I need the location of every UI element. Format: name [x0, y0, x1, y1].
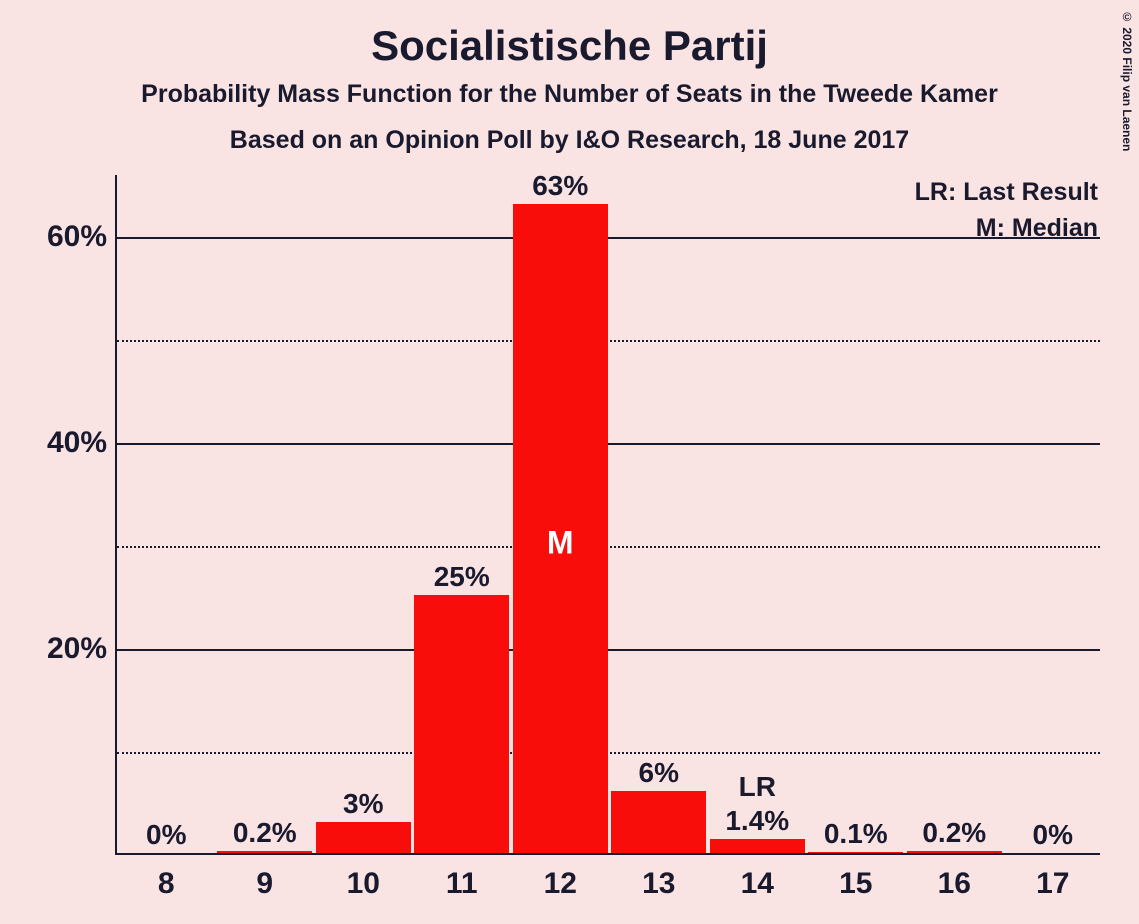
- bar-value-label: 0%: [1033, 819, 1073, 851]
- median-label: M: [547, 525, 574, 562]
- gridline-minor: [117, 546, 1100, 548]
- bar: [316, 822, 411, 853]
- gridline-major: [117, 237, 1100, 239]
- x-axis-tick-label: 16: [938, 853, 971, 901]
- gridline-major: [117, 649, 1100, 651]
- x-axis-tick-label: 15: [839, 853, 872, 901]
- legend-last-result: LR: Last Result: [915, 178, 1098, 207]
- last-result-label: LR: [739, 771, 776, 803]
- bar: [414, 595, 509, 853]
- bar-value-label: 0.2%: [233, 817, 297, 849]
- bar: [710, 839, 805, 853]
- bar-value-label: 0.2%: [922, 817, 986, 849]
- bar-value-label: 6%: [639, 757, 679, 789]
- chart-container: Socialistische Partij Probability Mass F…: [0, 0, 1139, 924]
- x-axis-tick-label: 17: [1036, 853, 1069, 901]
- gridline-minor: [117, 752, 1100, 754]
- chart-title: Socialistische Partij: [0, 22, 1139, 70]
- bar-value-label: 0.1%: [824, 818, 888, 850]
- y-axis-tick-label: 60%: [47, 220, 117, 254]
- y-axis-tick-label: 40%: [47, 426, 117, 460]
- bar-value-label: 63%: [532, 170, 588, 202]
- copyright-text: © 2020 Filip van Laenen: [1120, 10, 1134, 151]
- x-axis-tick-label: 8: [158, 853, 175, 901]
- x-axis-tick-label: 9: [256, 853, 273, 901]
- chart-subtitle-1: Probability Mass Function for the Number…: [0, 80, 1139, 109]
- x-axis-tick-label: 14: [741, 853, 774, 901]
- x-axis-tick-label: 10: [347, 853, 380, 901]
- bar-value-label: 25%: [434, 561, 490, 593]
- plot-area: 20%40%60%80%90.2%103%1125%1263%M136%14LR…: [115, 175, 1100, 855]
- bar-value-label: 0%: [146, 819, 186, 851]
- bar-value-label: 3%: [343, 788, 383, 820]
- x-axis-tick-label: 12: [544, 853, 577, 901]
- gridline-major: [117, 443, 1100, 445]
- x-axis-tick-label: 11: [446, 853, 478, 901]
- chart-subtitle-2: Based on an Opinion Poll by I&O Research…: [0, 126, 1139, 155]
- legend-median: M: Median: [976, 214, 1098, 243]
- y-axis-tick-label: 20%: [47, 632, 117, 666]
- bar: [611, 791, 706, 853]
- gridline-minor: [117, 340, 1100, 342]
- x-axis-tick-label: 13: [642, 853, 675, 901]
- bar-value-label: 1.4%: [725, 805, 789, 837]
